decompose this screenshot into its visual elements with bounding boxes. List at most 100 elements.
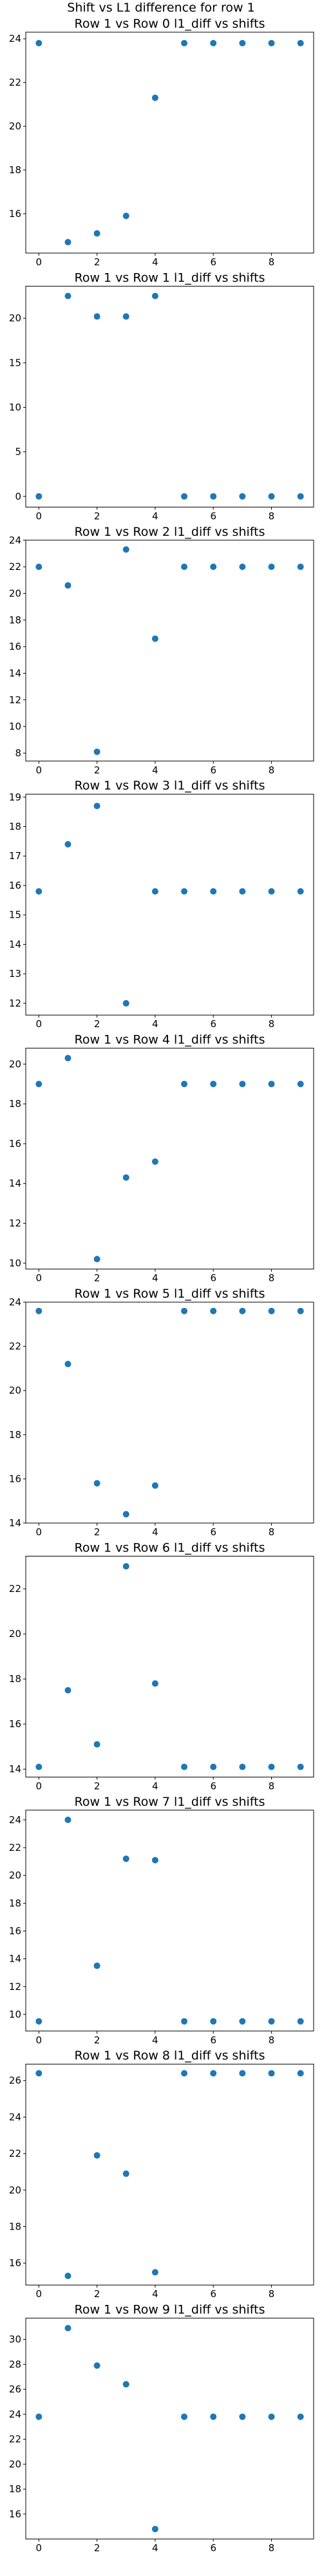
data-point bbox=[151, 635, 158, 642]
x-tick-label: 0 bbox=[36, 1780, 43, 1792]
y-tick-label: 18 bbox=[9, 2483, 21, 2495]
x-tick-label: 4 bbox=[152, 1526, 158, 1538]
y-tick-label: 18 bbox=[9, 1897, 21, 1909]
x-tick-label: 4 bbox=[152, 2034, 158, 2046]
x-tick-label: 8 bbox=[269, 1018, 275, 1030]
data-point bbox=[122, 999, 129, 1007]
data-point bbox=[297, 39, 304, 46]
y-tick-label: 24 bbox=[9, 33, 21, 44]
y-tick-label: 12 bbox=[9, 998, 21, 1009]
y-tick-label: 18 bbox=[9, 2221, 21, 2232]
data-point bbox=[93, 230, 100, 237]
plot-frame bbox=[25, 793, 314, 1016]
y-tick-label: 20 bbox=[9, 2458, 21, 2470]
y-tick-label: 20 bbox=[9, 1628, 21, 1640]
y-tick-label: 22 bbox=[9, 1842, 21, 1853]
y-tick-label: 28 bbox=[9, 2358, 21, 2370]
data-point bbox=[151, 2526, 158, 2533]
x-tick-label: 6 bbox=[210, 764, 216, 776]
data-point bbox=[181, 493, 188, 500]
subplot-6: Row 1 vs Row 6 l1_diff vs shifts 0 2 4 6 8 14 1… bbox=[9, 1540, 314, 1792]
y-tick-label: 14 bbox=[9, 1178, 21, 1189]
data-point bbox=[210, 1307, 217, 1314]
data-point bbox=[35, 2413, 43, 2420]
data-point bbox=[151, 94, 158, 101]
x-tick-label: 8 bbox=[269, 256, 275, 268]
data-point bbox=[151, 2269, 158, 2276]
x-tick-label: 0 bbox=[36, 1273, 43, 1284]
y-tick-label: 18 bbox=[9, 614, 21, 626]
y-tick-label: 13 bbox=[9, 968, 21, 980]
data-point bbox=[151, 1158, 158, 1165]
x-tick-label: 2 bbox=[94, 1018, 100, 1030]
x-tick-label: 4 bbox=[152, 1018, 158, 1030]
data-point bbox=[122, 546, 129, 553]
data-point bbox=[35, 2018, 43, 2025]
y-tick-label: 24 bbox=[9, 535, 21, 546]
data-point bbox=[93, 1741, 100, 1748]
data-point bbox=[181, 888, 188, 895]
y-tick-label: 19 bbox=[9, 791, 21, 803]
data-point bbox=[151, 1680, 158, 1687]
subplot-title: Row 1 vs Row 4 l1_diff vs shifts bbox=[75, 1033, 265, 1047]
y-tick-label: 10 bbox=[9, 1257, 21, 1269]
data-point bbox=[93, 1256, 100, 1263]
data-point bbox=[210, 2413, 217, 2420]
figure-title: Shift vs L1 difference for row 1 bbox=[67, 1, 254, 15]
x-tick-label: 8 bbox=[269, 2543, 275, 2554]
data-point bbox=[239, 564, 246, 571]
y-tick-label: 22 bbox=[9, 1583, 21, 1595]
data-point bbox=[64, 292, 71, 299]
y-tick-label: 14 bbox=[9, 667, 21, 679]
x-tick-label: 6 bbox=[210, 1780, 216, 1792]
data-point bbox=[122, 313, 129, 320]
x-tick-label: 2 bbox=[94, 1526, 100, 1538]
x-tick-label: 4 bbox=[152, 1780, 158, 1792]
x-tick-label: 6 bbox=[210, 2034, 216, 2046]
y-tick-label: 22 bbox=[9, 2434, 21, 2445]
y-tick-label: 26 bbox=[9, 2383, 21, 2395]
y-tick-label: 16 bbox=[9, 641, 21, 652]
x-tick-label: 2 bbox=[94, 2543, 100, 2554]
data-point bbox=[151, 292, 158, 299]
plot-frame bbox=[25, 2063, 314, 2286]
y-tick-label: 17 bbox=[9, 850, 21, 862]
subplot-title: Row 1 vs Row 1 l1_diff vs shifts bbox=[75, 270, 265, 285]
data-point bbox=[64, 582, 71, 589]
data-point bbox=[297, 2018, 304, 2025]
x-tick-label: 2 bbox=[94, 2288, 100, 2300]
y-tick-label: 16 bbox=[9, 1138, 21, 1150]
y-tick-label: 10 bbox=[9, 2009, 21, 2020]
data-point bbox=[239, 888, 246, 895]
plot-frame bbox=[25, 1302, 314, 1524]
y-tick-label: 5 bbox=[15, 446, 21, 458]
y-tick-label: 16 bbox=[9, 2257, 21, 2269]
data-point bbox=[93, 1962, 100, 1969]
subplot-1: Row 1 vs Row 1 l1_diff vs shifts 0 2 4 6 8 0 5 1… bbox=[9, 270, 314, 522]
x-tick-label: 4 bbox=[152, 1273, 158, 1284]
data-point bbox=[210, 564, 217, 571]
data-point bbox=[35, 564, 43, 571]
data-point bbox=[297, 888, 304, 895]
y-tick-label: 12 bbox=[9, 694, 21, 706]
x-tick-label: 2 bbox=[94, 256, 100, 268]
y-tick-label: 16 bbox=[9, 1925, 21, 1937]
plot-frame bbox=[25, 1048, 314, 1270]
y-tick-label: 12 bbox=[9, 1981, 21, 1993]
y-tick-label: 16 bbox=[9, 208, 21, 220]
data-point bbox=[64, 2273, 71, 2280]
y-tick-label: 18 bbox=[9, 1673, 21, 1685]
data-point bbox=[64, 1687, 71, 1694]
x-tick-label: 0 bbox=[36, 764, 43, 776]
data-point bbox=[239, 2413, 246, 2420]
data-point bbox=[64, 2325, 71, 2332]
y-tick-label: 0 bbox=[15, 491, 21, 502]
data-point bbox=[297, 2070, 304, 2077]
data-point bbox=[181, 564, 188, 571]
data-point bbox=[93, 2362, 100, 2369]
x-tick-label: 6 bbox=[210, 1526, 216, 1538]
